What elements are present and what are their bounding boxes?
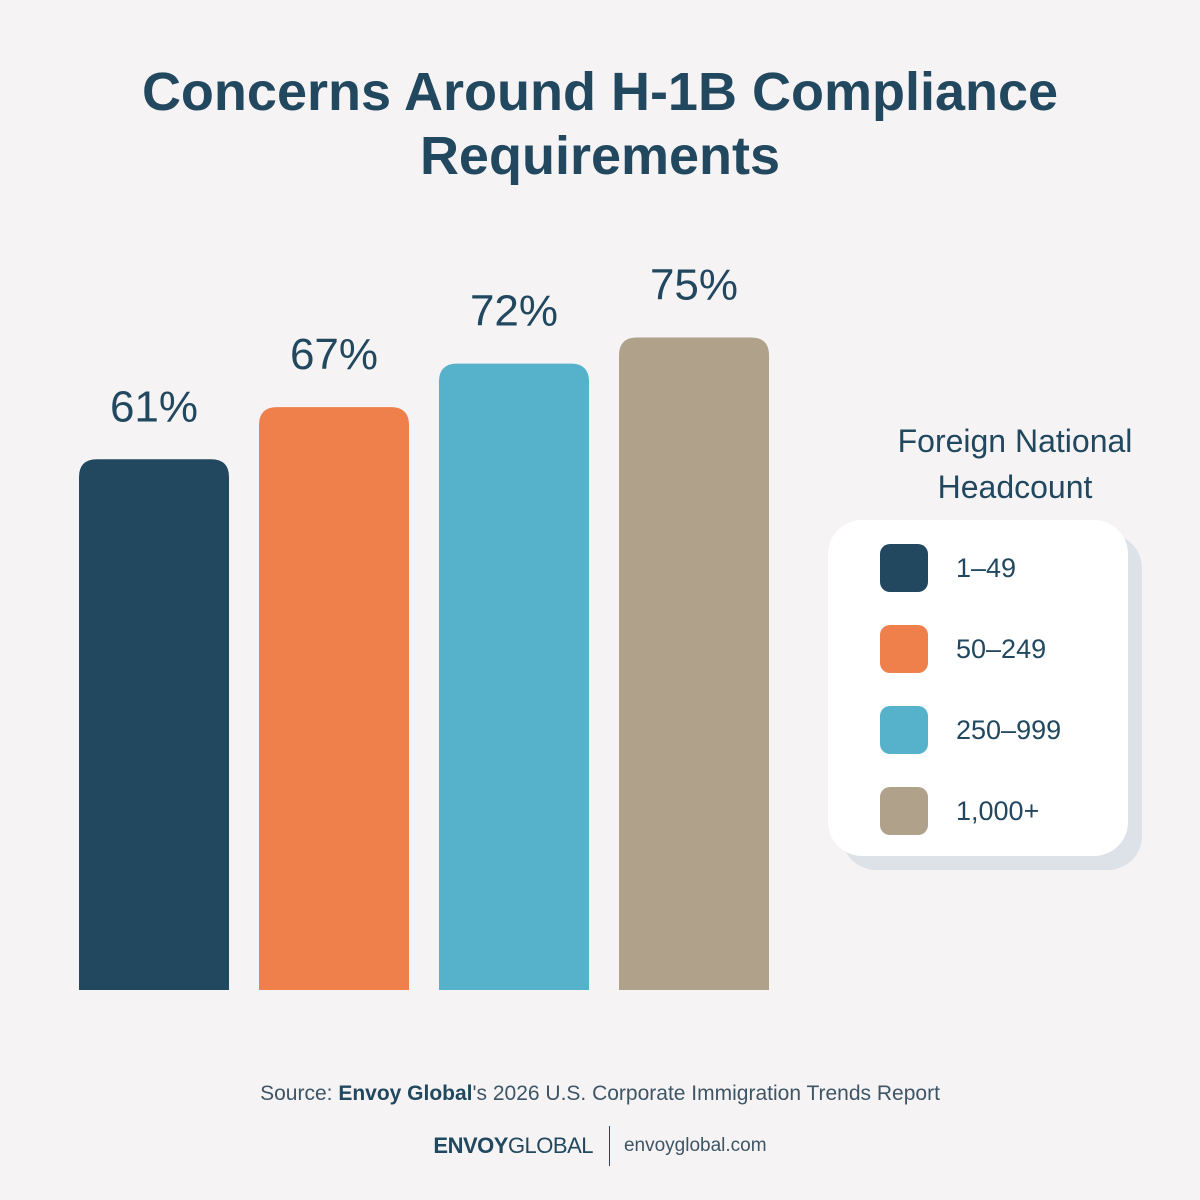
bar-4 (619, 337, 769, 990)
legend-swatch-3 (880, 706, 928, 754)
legend-swatch-2 (880, 625, 928, 673)
footer-divider (608, 1126, 610, 1166)
bar-value-label-2: 67% (290, 330, 378, 379)
bar-value-label-3: 72% (470, 287, 558, 336)
source-brand: Envoy Global (338, 1082, 473, 1105)
envoy-global-logo: ENVOYGLOBAL (433, 1133, 593, 1159)
logo-light-part: GLOBAL (507, 1133, 594, 1158)
chart-title-line-2: Requirements (419, 126, 781, 186)
source-prefix: Source: (260, 1082, 339, 1105)
bar-1 (79, 459, 229, 990)
legend-title-line-1: Foreign National (897, 423, 1133, 459)
bar-value-label-1: 61% (110, 382, 198, 431)
source-note: Source: Envoy Global's 2026 U.S. Corpora… (0, 1082, 1200, 1106)
bar-3 (439, 363, 589, 991)
legend-swatch-1 (880, 544, 928, 592)
legend-swatch-4 (880, 787, 928, 835)
website-link[interactable]: envoyglobal.com (623, 1135, 767, 1156)
legend-item-2: 50–249 (880, 625, 1046, 673)
legend-item-1: 1–49 (880, 544, 1016, 592)
legend-title-line-2: Headcount (937, 469, 1093, 505)
bar-value-label-4: 75% (650, 261, 738, 310)
legend-label-1: 1–49 (956, 552, 1017, 583)
bar-2 (259, 407, 409, 991)
chart-title: Concerns Around H-1B Compliance Requirem… (0, 60, 1200, 188)
footer: ENVOYGLOBAL envoyglobal.com (0, 1125, 1200, 1167)
logo-bold-part: ENVOY (433, 1133, 508, 1158)
legend-label-3: 250–999 (956, 714, 1062, 745)
legend-label-2: 50–249 (956, 633, 1047, 664)
legend-item-3: 250–999 (880, 706, 1061, 754)
legend-label-4: 1,000+ (956, 795, 1040, 826)
legend-item-4: 1,000+ (880, 787, 1039, 835)
source-suffix: 's 2026 U.S. Corporate Immigration Trend… (472, 1082, 940, 1105)
legend: 1–49 50–249 250–999 1,000+ (828, 520, 1128, 856)
legend-title: Foreign National Headcount (830, 418, 1200, 510)
chart-title-line-1: Concerns Around H-1B Compliance (141, 62, 1059, 122)
